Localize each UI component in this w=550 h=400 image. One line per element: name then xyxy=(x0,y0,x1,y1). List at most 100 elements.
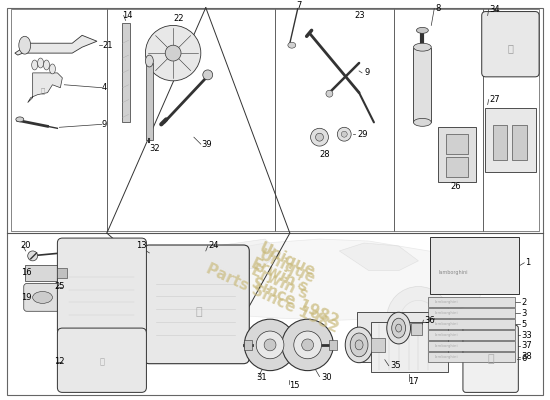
Circle shape xyxy=(302,339,314,351)
Bar xyxy=(107,9,275,231)
Text: 17: 17 xyxy=(409,377,419,386)
Text: 4: 4 xyxy=(102,83,107,92)
Circle shape xyxy=(341,131,347,137)
Bar xyxy=(357,312,434,362)
Circle shape xyxy=(165,45,181,61)
Text: 29: 29 xyxy=(357,130,367,139)
Text: 9: 9 xyxy=(364,68,369,77)
Ellipse shape xyxy=(395,324,402,332)
Text: 21: 21 xyxy=(102,41,112,50)
Text: 8: 8 xyxy=(435,4,441,13)
Ellipse shape xyxy=(145,55,153,67)
Bar xyxy=(513,125,527,160)
Ellipse shape xyxy=(416,27,428,33)
Circle shape xyxy=(28,251,37,261)
Text: ⛨: ⛨ xyxy=(487,354,494,364)
Text: Unique
Erwin's
Parts Since 1982: Unique Erwin's Parts Since 1982 xyxy=(204,222,356,329)
Text: 35: 35 xyxy=(390,361,402,370)
Circle shape xyxy=(264,339,276,351)
Text: 2: 2 xyxy=(521,298,526,307)
Ellipse shape xyxy=(37,58,43,68)
FancyBboxPatch shape xyxy=(24,284,62,311)
Bar xyxy=(428,352,515,362)
Bar xyxy=(428,341,515,351)
Text: 14: 14 xyxy=(122,11,132,20)
Polygon shape xyxy=(28,73,62,102)
Circle shape xyxy=(145,26,201,81)
Circle shape xyxy=(161,300,197,336)
Circle shape xyxy=(316,133,323,141)
Bar xyxy=(414,48,431,122)
Bar xyxy=(483,9,539,231)
Bar xyxy=(11,9,107,231)
Circle shape xyxy=(400,300,436,336)
Text: lamborghini: lamborghini xyxy=(434,311,458,315)
Ellipse shape xyxy=(50,64,56,74)
Circle shape xyxy=(256,331,284,359)
FancyBboxPatch shape xyxy=(482,12,539,77)
Text: 27: 27 xyxy=(490,95,500,104)
FancyBboxPatch shape xyxy=(57,328,146,392)
Bar xyxy=(430,237,519,294)
Text: 7: 7 xyxy=(297,1,302,10)
Circle shape xyxy=(387,286,450,350)
Text: ⦾: ⦾ xyxy=(41,87,45,94)
Text: 32: 32 xyxy=(150,144,160,152)
Text: 5: 5 xyxy=(521,320,526,329)
Polygon shape xyxy=(339,243,419,271)
Bar xyxy=(275,9,394,231)
Bar xyxy=(446,157,468,177)
Bar xyxy=(329,340,337,350)
Ellipse shape xyxy=(414,118,431,126)
Ellipse shape xyxy=(19,36,31,54)
Text: 15: 15 xyxy=(289,381,299,390)
Ellipse shape xyxy=(32,60,37,70)
FancyBboxPatch shape xyxy=(144,245,249,364)
Ellipse shape xyxy=(392,318,405,338)
Text: lamborghini: lamborghini xyxy=(434,355,458,359)
Text: 38: 38 xyxy=(521,352,532,361)
Text: 24: 24 xyxy=(209,242,219,250)
Polygon shape xyxy=(117,239,488,320)
Ellipse shape xyxy=(326,90,333,97)
Polygon shape xyxy=(15,35,97,55)
Bar xyxy=(394,9,483,231)
Bar xyxy=(25,265,64,281)
Text: 3: 3 xyxy=(521,309,527,318)
Text: Unique
Erwin's
Parts Since 1982: Unique Erwin's Parts Since 1982 xyxy=(204,230,356,336)
Bar xyxy=(493,125,508,160)
Bar xyxy=(371,338,385,352)
Bar xyxy=(428,308,515,318)
Ellipse shape xyxy=(203,70,213,80)
Text: 30: 30 xyxy=(322,373,332,382)
Text: 37: 37 xyxy=(521,341,532,350)
Ellipse shape xyxy=(387,312,410,344)
Ellipse shape xyxy=(32,292,52,303)
Bar xyxy=(438,127,476,182)
Text: 13: 13 xyxy=(136,242,147,250)
FancyBboxPatch shape xyxy=(57,238,146,335)
Text: 9: 9 xyxy=(102,120,107,129)
Ellipse shape xyxy=(16,117,24,122)
Bar xyxy=(57,268,67,278)
Text: 22: 22 xyxy=(173,14,184,23)
Bar xyxy=(244,340,252,350)
Bar xyxy=(410,323,422,335)
Text: 20: 20 xyxy=(21,242,31,250)
Ellipse shape xyxy=(43,60,50,70)
Circle shape xyxy=(282,319,333,371)
Circle shape xyxy=(244,319,296,371)
Text: 34: 34 xyxy=(490,5,500,14)
Ellipse shape xyxy=(288,42,296,48)
Text: ⛨: ⛨ xyxy=(508,43,513,53)
Circle shape xyxy=(147,286,211,350)
Ellipse shape xyxy=(414,43,431,51)
Text: 6: 6 xyxy=(521,354,527,363)
Ellipse shape xyxy=(345,327,373,363)
Text: lamborghini: lamborghini xyxy=(434,322,458,326)
Text: 33: 33 xyxy=(521,330,532,340)
Text: 19: 19 xyxy=(21,293,31,302)
Text: lamborghini: lamborghini xyxy=(438,270,468,275)
Polygon shape xyxy=(196,239,280,269)
Text: 1: 1 xyxy=(525,258,531,267)
